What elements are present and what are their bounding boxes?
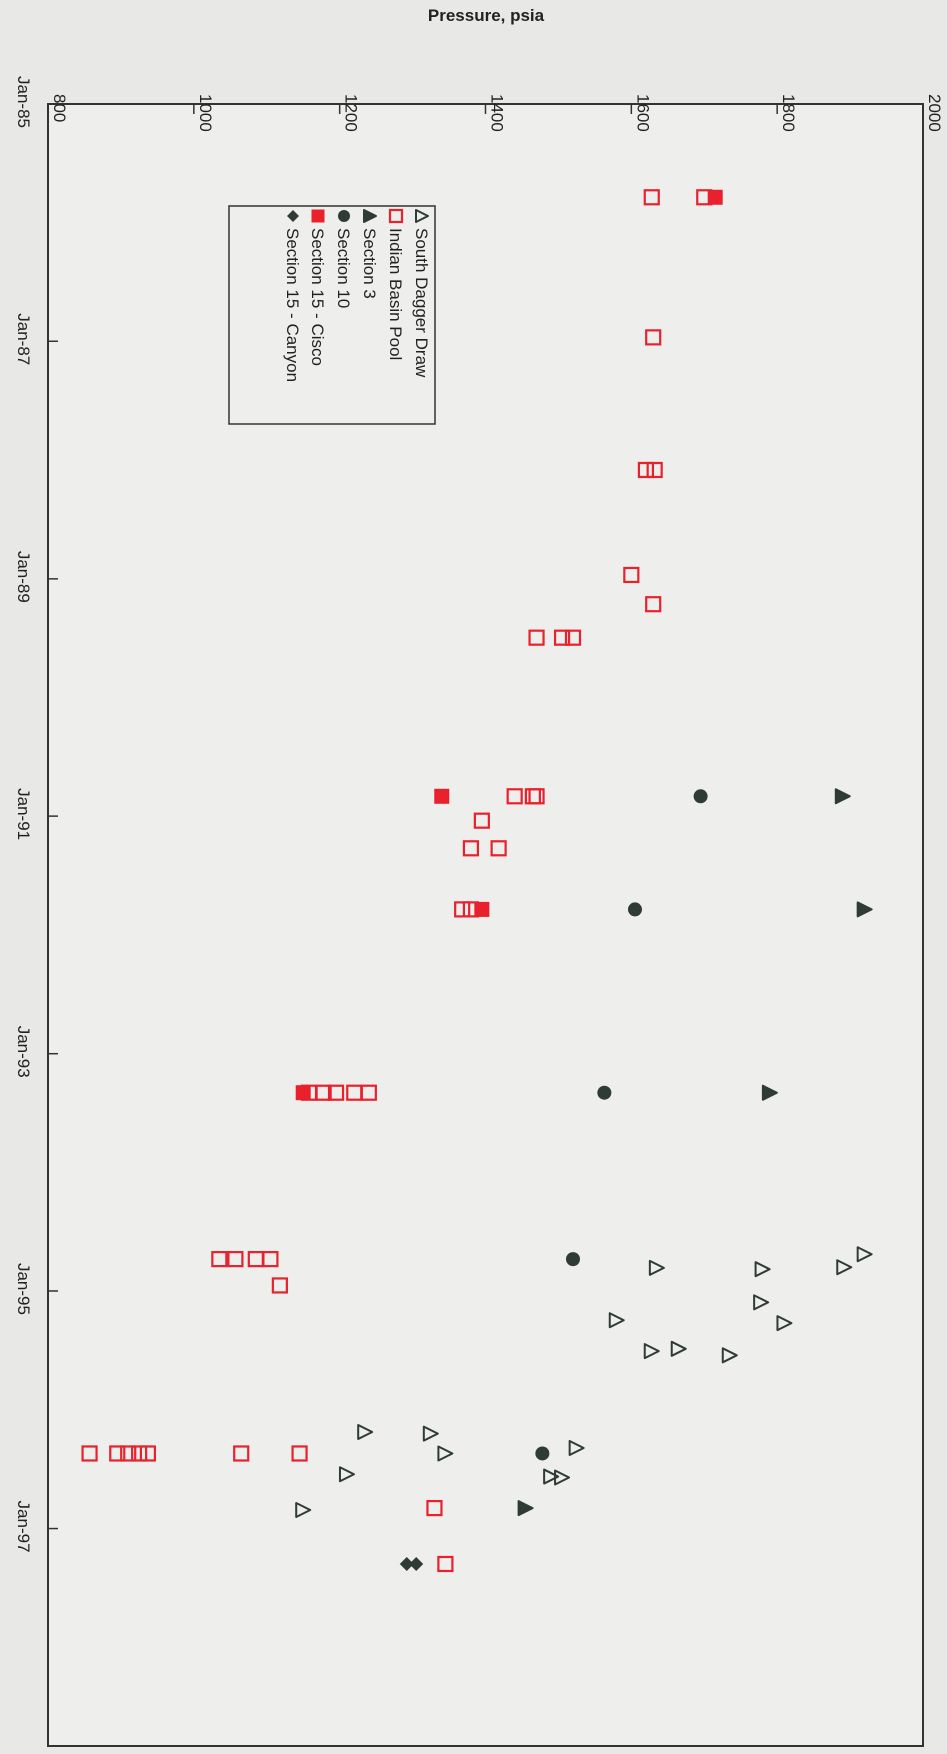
data-point-south-dagger-draw [754, 1261, 771, 1278]
data-point-indian-basin-pool [645, 329, 662, 346]
data-point-south-dagger-draw [338, 1466, 355, 1483]
data-point-indian-basin-pool [327, 1084, 345, 1101]
legend-label: Section 15 - Cisco [308, 228, 327, 366]
x-tick-label: Jan-93 [14, 1026, 33, 1078]
data-point-indian-basin-pool [528, 629, 545, 646]
data-point-indian-basin-pool [643, 189, 660, 206]
x-tick-label: Jan-95 [14, 1263, 33, 1315]
data-point-section-15-cisco [295, 1085, 311, 1101]
data-point-south-dagger-draw [554, 1469, 571, 1486]
plot-area [47, 103, 924, 1747]
data-point-south-dagger-draw [670, 1340, 687, 1357]
legend-marker [311, 209, 325, 223]
data-point-indian-basin-pool [564, 629, 582, 646]
y-tick-label: 1600 [633, 94, 652, 132]
legend-marker [388, 208, 404, 224]
y-tick-label: 1000 [196, 94, 215, 132]
legend-box [228, 205, 436, 425]
data-point-south-dagger-draw [295, 1502, 312, 1519]
data-point-indian-basin-pool [131, 1445, 148, 1462]
data-point-south-dagger-draw [357, 1424, 374, 1441]
legend-marker [363, 209, 377, 223]
y-tick-label: 800 [50, 94, 69, 122]
data-point-south-dagger-draw [721, 1347, 738, 1364]
data-point-indian-basin-pool [637, 461, 655, 479]
x-tick-label: Jan-85 [14, 76, 33, 128]
data-point-indian-basin-pool [646, 461, 663, 479]
data-point-indian-basin-pool [139, 1445, 156, 1462]
data-point-section-3 [761, 1084, 778, 1101]
data-point-indian-basin-pool [454, 901, 471, 918]
data-point-section-3 [856, 901, 873, 918]
x-tick-label: Jan-91 [14, 788, 33, 840]
data-point-indian-basin-pool [291, 1445, 308, 1462]
legend-label: Section 15 - Canyon [283, 228, 302, 382]
data-point-indian-basin-pool [506, 788, 523, 805]
legend-label: South Dagger Draw [412, 228, 431, 378]
data-point-indian-basin-pool [426, 1499, 443, 1517]
legend-label: Section 10 [334, 228, 353, 308]
data-point-indian-basin-pool [81, 1445, 98, 1462]
data-point-section-15-cisco [434, 788, 450, 804]
data-point-south-dagger-draw [422, 1425, 439, 1442]
data-point-indian-basin-pool [528, 788, 545, 805]
data-point-indian-basin-pool [262, 1251, 279, 1268]
data-point-section-10 [535, 1446, 550, 1461]
data-point-indian-basin-pool [462, 840, 480, 857]
data-point-indian-basin-pool [473, 812, 490, 829]
legend-marker [287, 210, 299, 222]
legend-label: Indian Basin Pool [386, 228, 405, 360]
legend-marker [415, 209, 429, 223]
data-points [81, 189, 873, 1573]
x-tick-label: Jan-87 [14, 313, 33, 365]
data-point-section-15-cisco [474, 901, 490, 917]
data-point-indian-basin-pool [233, 1445, 250, 1462]
data-point-indian-basin-pool [120, 1445, 137, 1462]
data-point-section-15-canyon [399, 1556, 414, 1571]
legend-label: Section 3 [360, 228, 379, 299]
data-point-section-15-cisco [707, 189, 723, 205]
data-point-south-dagger-draw [643, 1343, 660, 1360]
data-point-section-3 [834, 788, 851, 805]
y-axis-ticks: 800 1000 1200 1400 1600 1800 2000 [47, 94, 944, 132]
data-point-section-10 [597, 1085, 612, 1100]
data-point-indian-basin-pool [645, 596, 662, 613]
data-point-indian-basin-pool [211, 1251, 228, 1268]
data-point-section-3 [517, 1500, 534, 1517]
data-point-south-dagger-draw [856, 1246, 873, 1263]
data-point-indian-basin-pool [623, 566, 640, 584]
data-point-indian-basin-pool [360, 1084, 377, 1101]
data-point-south-dagger-draw [753, 1294, 770, 1311]
data-point-south-dagger-draw [836, 1259, 853, 1276]
y-tick-label: 1800 [779, 94, 798, 132]
data-point-indian-basin-pool [227, 1251, 244, 1268]
data-point-section-10 [627, 902, 642, 917]
data-point-south-dagger-draw [437, 1445, 454, 1462]
data-point-indian-basin-pool [109, 1445, 126, 1462]
y-axis-title: Pressure, psia [428, 6, 545, 25]
y-tick-label: 1200 [342, 94, 361, 132]
data-point-indian-basin-pool [437, 1555, 454, 1573]
data-point-south-dagger-draw [608, 1312, 625, 1329]
data-point-section-15-canyon [409, 1556, 424, 1571]
data-point-indian-basin-pool [553, 629, 571, 646]
legend: South Dagger Draw Indian Basin Pool Sectio… [228, 205, 436, 425]
data-point-indian-basin-pool [271, 1277, 288, 1294]
data-point-indian-basin-pool [315, 1084, 332, 1101]
data-point-south-dagger-draw [568, 1439, 585, 1456]
legend-marker [338, 210, 350, 222]
data-point-indian-basin-pool [490, 840, 507, 857]
data-point-south-dagger-draw [648, 1259, 665, 1276]
y-tick-label: 2000 [925, 94, 944, 132]
data-point-south-dagger-draw [776, 1315, 793, 1332]
x-tick-label: Jan-89 [14, 551, 33, 603]
data-point-section-10 [566, 1252, 580, 1267]
data-point-section-10 [693, 789, 708, 804]
data-point-south-dagger-draw [543, 1468, 560, 1485]
x-tick-label: Jan-97 [14, 1501, 33, 1553]
y-tick-label: 1400 [488, 94, 507, 132]
x-axis-ticks: Jan-85 Jan-87 Jan-89 Jan-91 Jan-93 Jan-95 Jan-… [14, 76, 58, 1553]
